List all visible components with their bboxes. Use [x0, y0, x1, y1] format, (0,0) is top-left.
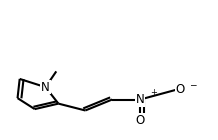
- Text: +: +: [150, 88, 157, 97]
- Text: O: O: [176, 83, 185, 96]
- Text: N: N: [136, 93, 145, 106]
- Text: O: O: [136, 114, 145, 127]
- Text: N: N: [41, 81, 50, 94]
- Text: −: −: [189, 81, 197, 90]
